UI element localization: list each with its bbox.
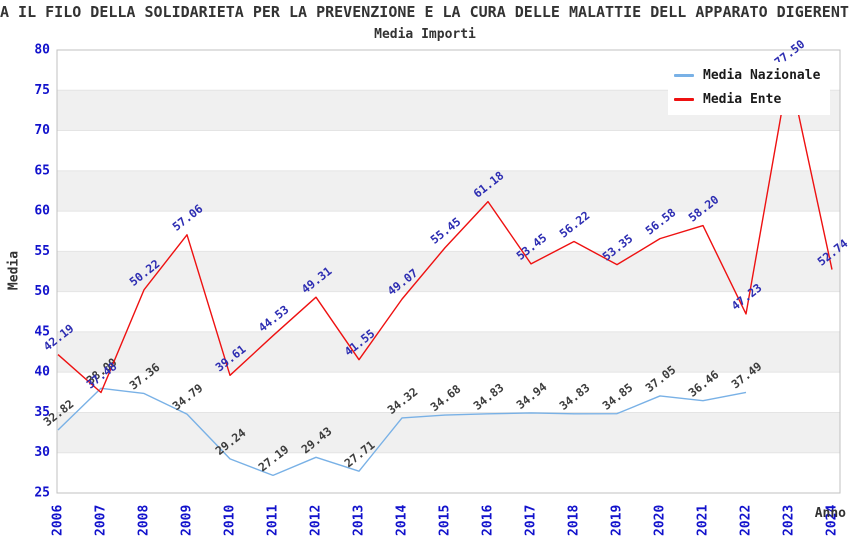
y-tick-label: 80: [34, 43, 50, 58]
y-tick-label: 45: [34, 324, 50, 339]
data-label: 34.83: [557, 380, 593, 412]
x-tick-label: 2022: [739, 505, 754, 536]
y-tick-label: 30: [34, 445, 50, 460]
y-tick-label: 55: [34, 244, 50, 259]
legend-line-swatch-ente: [674, 98, 694, 101]
data-label: 34.83: [471, 380, 507, 412]
data-label: 34.94: [514, 380, 550, 412]
x-tick-label: 2009: [180, 505, 195, 536]
legend-label: Media Nazionale: [703, 68, 821, 83]
y-tick-label: 40: [34, 365, 50, 380]
plot-band: [57, 251, 840, 292]
series-line-media-nazionale: [57, 387, 747, 477]
data-label: 34.68: [428, 382, 464, 414]
x-tick-label: 2015: [438, 505, 453, 536]
x-tick-label: 2013: [352, 505, 367, 536]
x-tick-label: 2016: [481, 505, 496, 536]
x-tick-label: 2018: [567, 505, 582, 536]
x-tick-label: 2010: [223, 505, 238, 536]
y-axis-title: Media: [6, 250, 22, 291]
y-tick-label: 35: [34, 405, 50, 420]
y-tick-label: 60: [34, 204, 50, 219]
x-tick-label: 2020: [653, 505, 668, 536]
chart-title: A IL FILO DELLA SOLIDARIETA PER LA PREVE…: [0, 3, 850, 21]
y-tick-label: 25: [34, 486, 50, 501]
x-tick-label: 2024: [825, 505, 840, 536]
x-tick-label: 2006: [51, 505, 66, 536]
series-line-media-ente: [57, 69, 833, 394]
legend-item-media-ente: Media Ente: [674, 92, 824, 107]
data-label: 55.45: [428, 214, 464, 246]
y-tick-label: 70: [34, 123, 50, 138]
x-tick-label: 2014: [395, 505, 410, 536]
data-label: 44.53: [256, 302, 292, 334]
legend-line-swatch-nazionale: [674, 74, 694, 77]
x-tick-label: 2012: [309, 505, 324, 536]
x-tick-label: 2017: [524, 505, 539, 536]
y-tick-label: 50: [34, 284, 50, 299]
y-tick-label: 75: [34, 83, 50, 98]
x-tick-label: 2023: [782, 505, 797, 536]
x-tick-label: 2019: [610, 505, 625, 536]
y-tick-label: 65: [34, 163, 50, 178]
legend: Media Nazionale Media Ente: [668, 62, 830, 115]
x-tick-label: 2008: [137, 505, 152, 536]
legend-item-media-nazionale: Media Nazionale: [674, 68, 824, 83]
x-axis-title: Anno: [814, 506, 846, 521]
legend-label: Media Ente: [703, 92, 782, 107]
data-label: 56.22: [557, 208, 593, 240]
x-tick-label: 2007: [94, 505, 109, 536]
plot-band: [57, 331, 840, 373]
plot-band: [57, 170, 840, 212]
plot-band: [57, 412, 840, 453]
chart-subtitle: Media Importi: [374, 27, 476, 42]
x-tick-label: 2011: [266, 505, 281, 536]
plot-border: [56, 49, 841, 494]
x-tick-label: 2021: [696, 505, 711, 536]
data-label: 34.79: [170, 381, 206, 413]
